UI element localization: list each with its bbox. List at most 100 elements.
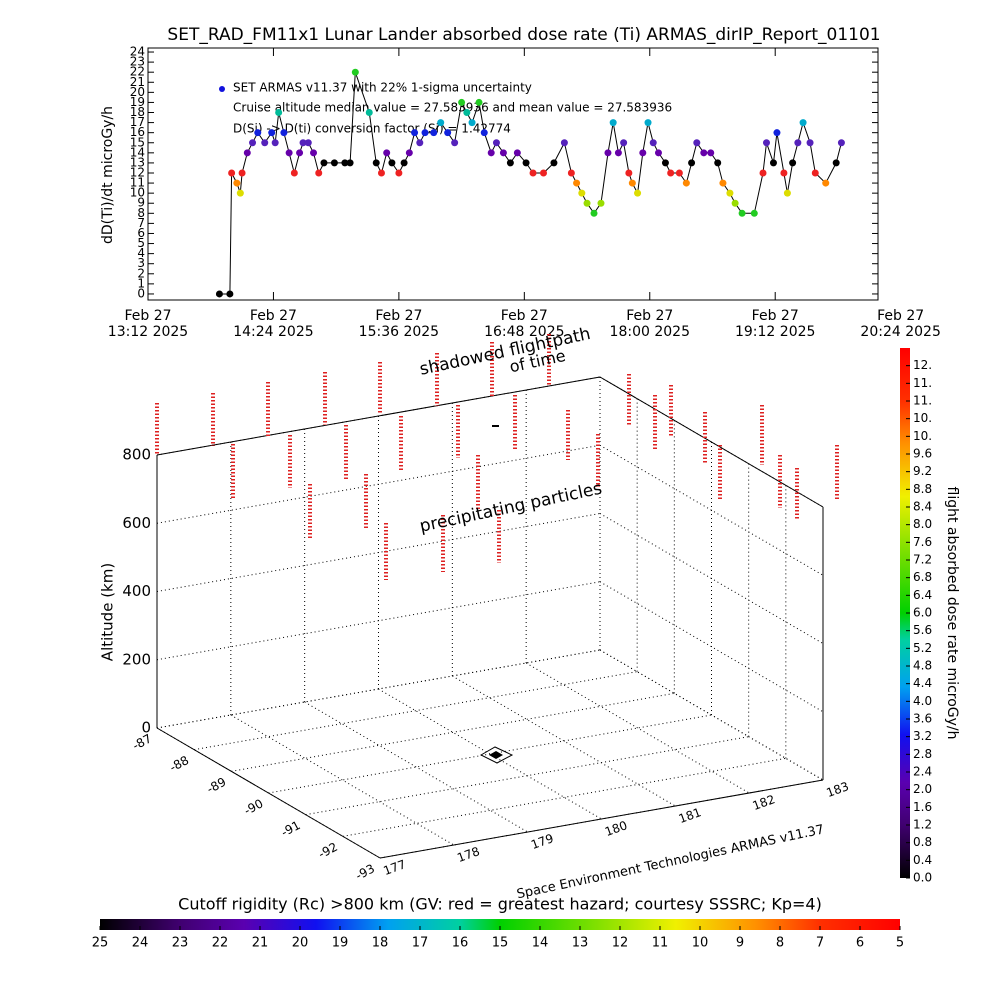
x-tick-label: Feb 27 19:12 2025 [735,308,815,340]
data-point [372,159,380,167]
data-point [475,98,483,106]
y-tick-label: 16 [130,125,145,139]
data-point [667,169,675,177]
lon-tick-label: 182 [751,792,777,813]
colorbar-tick-label: 22 [212,936,229,951]
data-point [625,169,633,177]
y-axis-label: dD(Ti)/dt microGy/h [100,106,116,244]
z-tick-label: 0 [141,719,151,737]
y-tick-label: 4 [137,246,145,260]
data-point [275,109,283,117]
colorbar-tick-label: 4.4 [913,676,932,690]
colorbar-title: Cutoff rigidity (Rc) >800 km (GV: red = … [178,895,822,914]
colorbar-tick-label: 4.8 [913,659,932,673]
data-point [675,169,683,177]
y-tick-label: 14 [130,145,145,159]
y-tick-label: 15 [130,135,145,149]
data-point [405,149,413,157]
colorbar-tick-label: 5.2 [913,641,932,655]
data-point [583,199,591,207]
data-point [567,169,575,177]
data-point [487,149,495,157]
grid-line [342,757,786,837]
colorbar-tick-label: 19 [332,936,349,951]
data-point [719,179,727,187]
data-point [688,159,696,167]
lon-tick-label: 178 [455,844,481,865]
colorbar-tick-label: 17 [412,936,429,951]
data-point [714,159,722,167]
colorbar-tick-label: 1.6 [913,800,932,814]
colorbar-tick-label: 2.4 [913,765,932,779]
colorbar-tick-label: 15 [492,936,509,951]
x-tick-label: Feb 27 20:24 2025 [860,308,940,340]
colorbar-label: flight absorbed dose rate microGy/h [944,487,960,740]
data-point [780,169,788,177]
colorbar-tick-label: 25 [92,936,109,951]
data-point [451,139,459,147]
data-point [304,139,312,147]
y-tick-label: 8 [137,206,145,220]
grid-line [268,714,712,794]
data-point [468,119,476,127]
y-tick-label: 20 [130,85,145,99]
data-point [822,179,830,187]
data-point [731,199,739,207]
data-point [700,149,708,157]
colorbar-tick-label: 10 [692,936,709,951]
data-point [365,109,373,117]
colorbar-tick-label: 8.0 [913,517,932,531]
data-point [400,159,408,167]
colorbar-tick-label: 6 [856,936,864,951]
colorbar-tick-label: 11 [652,936,669,951]
y-tick-label: 24 [130,45,145,59]
data-point [513,149,521,157]
data-point [346,159,354,167]
colorbar-tick-label: 16 [452,936,469,951]
colorbar-tick-label: 18 [372,936,389,951]
data-point [590,209,598,217]
z-tick-label: 600 [122,514,151,532]
axis-line [156,376,601,456]
colorbar-tick-label: 11. [913,394,932,408]
data-point [750,209,758,217]
x-tick-label: Feb 27 18:00 2025 [610,308,690,340]
y-tick-label: 5 [137,236,145,250]
y-tick-label: 17 [130,115,145,129]
colorbar-tick-label: 1.2 [913,818,932,832]
x-tick-label: Feb 27 13:12 2025 [108,308,188,340]
colorbar-tick-label: 13 [572,936,589,951]
y-tick-label: 19 [130,95,145,109]
lat-tick-label: -92 [316,840,340,862]
lat-tick-label: -93 [353,861,377,883]
data-point [573,179,581,187]
colorbar-tick-label: 0.0 [913,871,932,885]
colorbar-tick-label: 6.4 [913,588,932,602]
lander-marker [479,746,514,764]
lat-tick-label: -91 [279,818,303,840]
data-point [604,149,612,157]
rigidity-colorbar [100,919,900,930]
data-point [759,169,767,177]
grid-line [305,736,749,816]
colorbar-tick-label: 2.8 [913,747,932,761]
data-point [620,139,628,147]
y-tick-label: 1 [137,276,145,290]
data-point [644,119,652,127]
x-tick-label: Feb 27 16:48 2025 [484,308,564,340]
z-tick-label: 400 [122,582,151,600]
data-point [654,149,662,157]
colorbar-tick-label: 20 [292,936,309,951]
grid-line [452,675,676,807]
colorbar-tick-label: 21 [252,936,269,951]
legend-marker [219,86,225,92]
colorbar-tick-label: 14 [532,936,549,951]
y-tick-label: 0 [137,286,145,300]
grid-line [231,692,675,772]
colorbar-tick-label: 7.2 [913,553,932,567]
data-point [492,139,500,147]
data-point [769,159,777,167]
data-point [280,129,288,137]
grid-line [156,649,601,729]
